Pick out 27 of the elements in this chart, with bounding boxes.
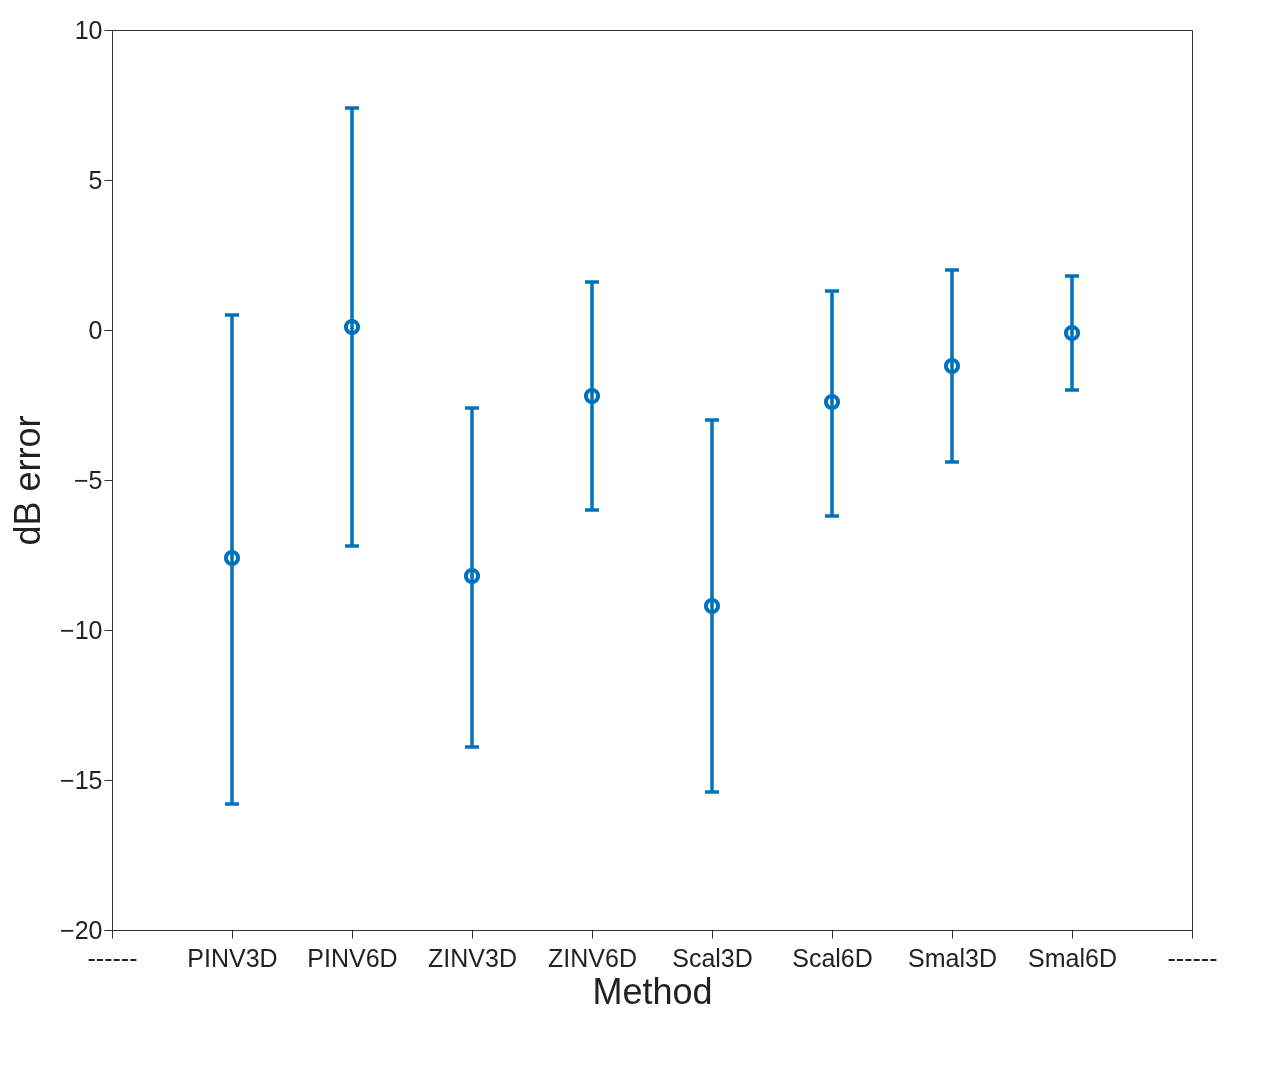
point	[583, 387, 601, 405]
x-tick-label: PINV3D	[187, 943, 278, 972]
x-tick-label: Smal3D	[908, 943, 997, 972]
x-axis-title: Method	[592, 970, 713, 1012]
x-tick-label: ZINV3D	[428, 943, 517, 972]
y-axis-title: dB error	[7, 415, 49, 546]
point	[343, 318, 361, 336]
point	[823, 393, 841, 411]
x-tick-label: ------	[1167, 943, 1218, 972]
x-tick-label: Smal6D	[1028, 943, 1117, 972]
y-tick-label: −20	[60, 915, 103, 944]
y-tick-label: 10	[74, 15, 103, 44]
y-tick-label: −10	[60, 615, 103, 644]
x-tick-label: Scal3D	[672, 943, 753, 972]
y-tick-label: 5	[88, 165, 103, 194]
point	[223, 549, 241, 567]
point	[1063, 324, 1081, 342]
y-tick-label: 0	[88, 315, 103, 344]
x-tick-label: ------	[87, 943, 138, 972]
y-tick-label: −5	[73, 465, 103, 494]
point	[463, 567, 481, 585]
point	[703, 597, 721, 615]
point	[943, 357, 961, 375]
y-tick-label: −15	[60, 765, 103, 794]
x-tick-label: ZINV6D	[548, 943, 637, 972]
x-tick-label: PINV6D	[307, 943, 398, 972]
x-tick-label: Scal6D	[792, 943, 873, 972]
